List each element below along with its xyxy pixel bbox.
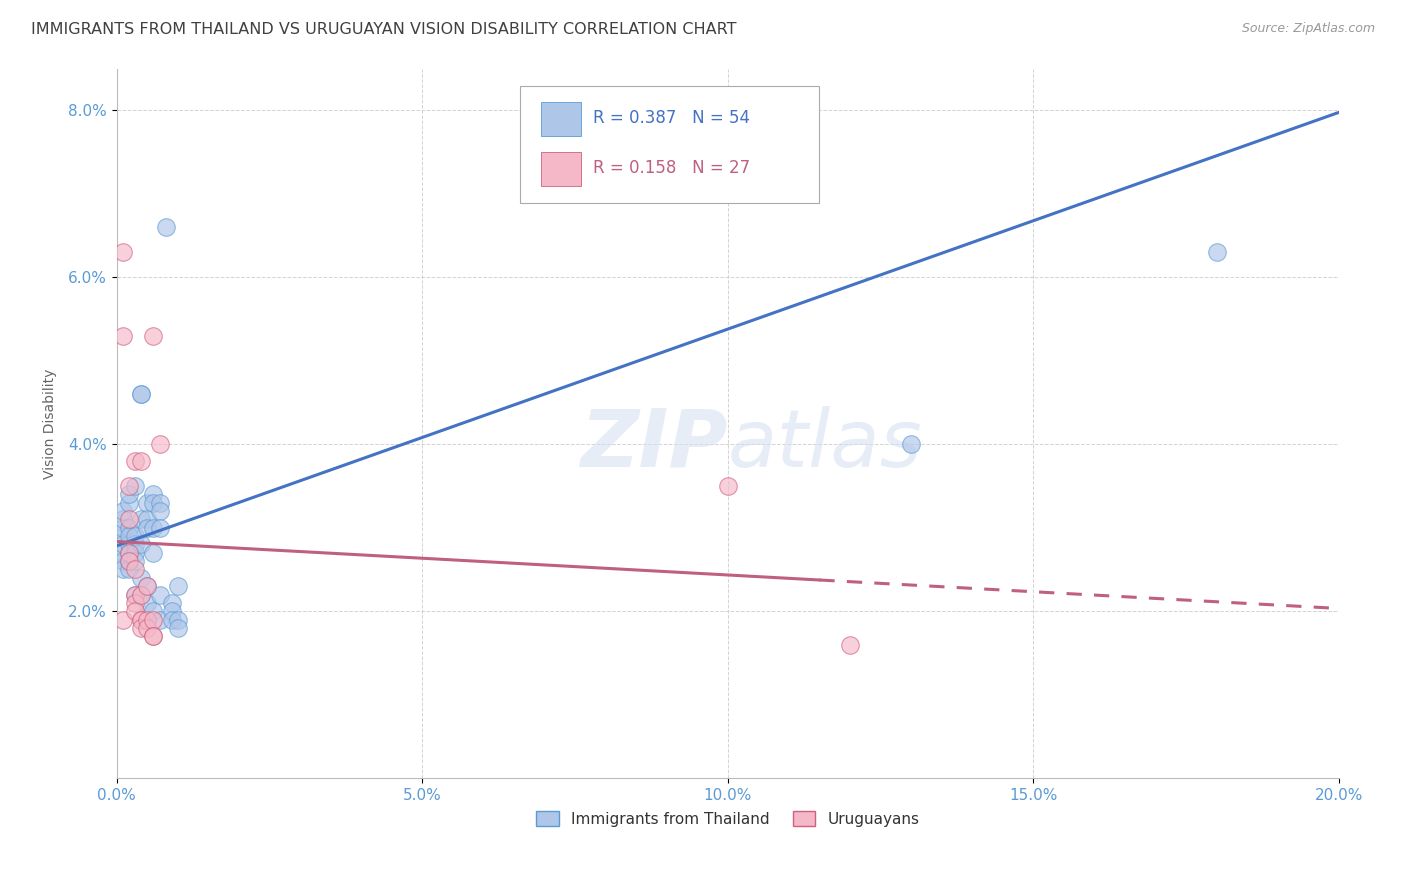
Text: atlas: atlas bbox=[728, 406, 922, 483]
Point bbox=[142, 629, 165, 643]
Point bbox=[699, 103, 721, 118]
Point bbox=[111, 512, 134, 526]
Point bbox=[142, 328, 165, 343]
Legend: Immigrants from Thailand, Uruguayans: Immigrants from Thailand, Uruguayans bbox=[529, 803, 928, 834]
Point bbox=[129, 454, 152, 468]
Point bbox=[111, 504, 134, 518]
Point bbox=[111, 521, 134, 535]
Point bbox=[149, 521, 172, 535]
Point bbox=[124, 588, 146, 602]
Y-axis label: Vision Disability: Vision Disability bbox=[44, 368, 58, 479]
Point bbox=[129, 387, 152, 401]
Point bbox=[149, 496, 172, 510]
Point bbox=[111, 613, 134, 627]
Point bbox=[167, 579, 190, 593]
Point bbox=[111, 537, 134, 551]
Point bbox=[142, 496, 165, 510]
Point bbox=[839, 638, 862, 652]
Point bbox=[142, 487, 165, 501]
Point bbox=[136, 579, 159, 593]
Point bbox=[129, 512, 152, 526]
Point bbox=[111, 245, 134, 260]
Text: ZIP: ZIP bbox=[581, 406, 728, 483]
Point bbox=[136, 621, 159, 635]
Point bbox=[124, 537, 146, 551]
Point bbox=[118, 487, 141, 501]
Point bbox=[129, 613, 152, 627]
Point bbox=[142, 604, 165, 618]
FancyBboxPatch shape bbox=[541, 102, 581, 136]
Text: R = 0.158   N = 27: R = 0.158 N = 27 bbox=[593, 159, 751, 177]
Point bbox=[142, 521, 165, 535]
Point bbox=[124, 454, 146, 468]
Text: R = 0.387   N = 54: R = 0.387 N = 54 bbox=[593, 109, 751, 128]
Point bbox=[111, 562, 134, 576]
Point bbox=[900, 437, 922, 451]
Point bbox=[160, 613, 183, 627]
Point bbox=[129, 588, 152, 602]
Point bbox=[155, 220, 177, 235]
Point bbox=[167, 613, 190, 627]
Point bbox=[149, 437, 172, 451]
Point bbox=[118, 554, 141, 568]
Point bbox=[136, 579, 159, 593]
Point bbox=[129, 588, 152, 602]
Point bbox=[136, 613, 159, 627]
Point bbox=[124, 588, 146, 602]
Text: Source: ZipAtlas.com: Source: ZipAtlas.com bbox=[1241, 22, 1375, 36]
Point bbox=[118, 546, 141, 560]
Point bbox=[136, 512, 159, 526]
Point bbox=[142, 613, 165, 627]
Point bbox=[136, 496, 159, 510]
Point bbox=[149, 613, 172, 627]
Point bbox=[118, 479, 141, 493]
Point bbox=[136, 521, 159, 535]
Point bbox=[118, 496, 141, 510]
Point bbox=[111, 546, 134, 560]
Point bbox=[167, 621, 190, 635]
Point bbox=[129, 613, 152, 627]
Point bbox=[129, 571, 152, 585]
Point bbox=[1205, 245, 1227, 260]
Point bbox=[118, 512, 141, 526]
Text: IMMIGRANTS FROM THAILAND VS URUGUAYAN VISION DISABILITY CORRELATION CHART: IMMIGRANTS FROM THAILAND VS URUGUAYAN VI… bbox=[31, 22, 737, 37]
Point bbox=[129, 387, 152, 401]
Point bbox=[118, 537, 141, 551]
FancyBboxPatch shape bbox=[541, 152, 581, 186]
Point bbox=[118, 546, 141, 560]
Point bbox=[111, 554, 134, 568]
Point bbox=[118, 554, 141, 568]
Point bbox=[111, 529, 134, 543]
Point bbox=[686, 103, 709, 118]
Point bbox=[160, 596, 183, 610]
Point bbox=[124, 596, 146, 610]
Point bbox=[124, 604, 146, 618]
Point bbox=[124, 479, 146, 493]
Point bbox=[111, 328, 134, 343]
Point bbox=[142, 546, 165, 560]
Point bbox=[717, 479, 740, 493]
Point bbox=[160, 604, 183, 618]
Point bbox=[149, 588, 172, 602]
Point bbox=[118, 521, 141, 535]
Point bbox=[136, 596, 159, 610]
Point bbox=[124, 554, 146, 568]
Point bbox=[129, 621, 152, 635]
Point bbox=[124, 546, 146, 560]
Point bbox=[149, 504, 172, 518]
Point bbox=[129, 537, 152, 551]
Point bbox=[118, 562, 141, 576]
FancyBboxPatch shape bbox=[520, 87, 820, 203]
Point bbox=[124, 529, 146, 543]
Point bbox=[118, 529, 141, 543]
Point bbox=[142, 629, 165, 643]
Point bbox=[124, 562, 146, 576]
